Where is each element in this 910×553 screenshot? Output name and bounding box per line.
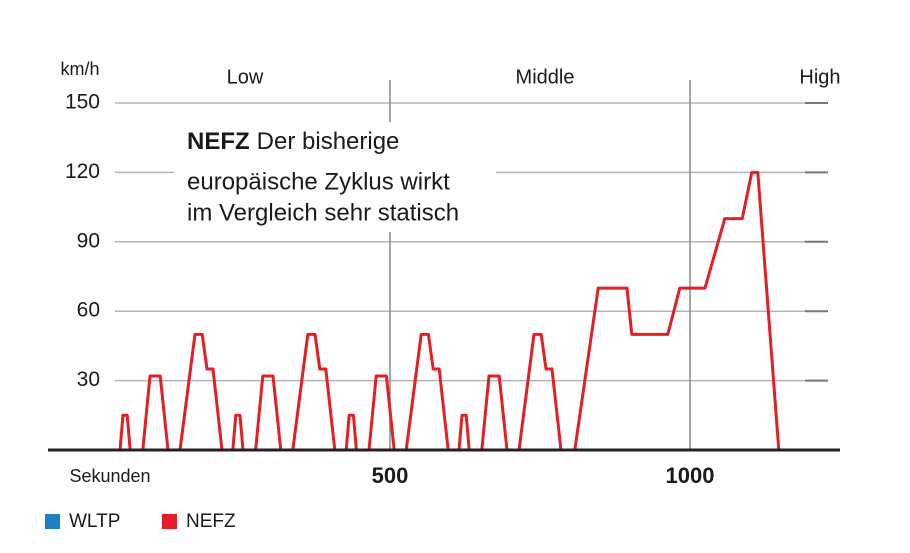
title-bold: NEFZ <box>187 128 250 155</box>
title-box <box>174 122 496 232</box>
title-line: europäische Zyklus wirkt <box>187 168 450 195</box>
phase-label: High <box>799 66 840 88</box>
y-tick-label: 30 <box>77 368 100 391</box>
chart-title: NEFZ Der bisherige <box>187 128 399 155</box>
legend-label: NEFZ <box>186 511 236 532</box>
y-tick-label: 60 <box>77 299 100 322</box>
legend-swatch <box>45 514 60 529</box>
phase-label: Middle <box>516 66 575 88</box>
y-tick-label: 150 <box>65 91 100 114</box>
grid-layer <box>115 102 828 382</box>
x-axis-label: Sekunden <box>69 466 150 486</box>
x-tick-label: 500 <box>372 463 409 488</box>
legend: WLTP NEFZ <box>45 511 236 532</box>
phase-label: Low <box>227 66 264 88</box>
y-tick-label: 120 <box>65 160 100 183</box>
y-axis-label: km/h <box>60 59 99 79</box>
title-line: Der bisherige <box>257 128 400 155</box>
legend-label: WLTP <box>69 511 120 532</box>
title-line: im Vergleich sehr statisch <box>187 199 459 226</box>
legend-swatch <box>162 514 177 529</box>
y-tick-label: 90 <box>77 229 100 252</box>
x-tick-label: 1000 <box>666 463 715 488</box>
